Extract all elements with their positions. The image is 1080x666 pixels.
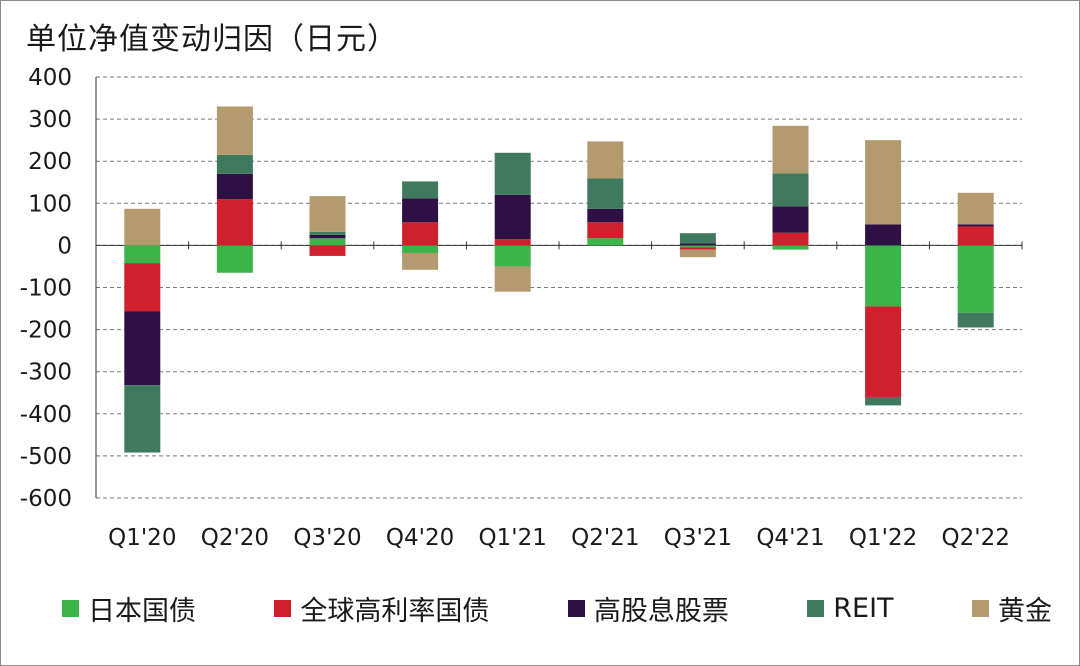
bar-segment (679, 249, 716, 258)
bar-segment (309, 234, 346, 239)
x-tick-label: Q2'21 (571, 525, 639, 551)
bar-segment (124, 245, 161, 264)
bar-segment (309, 196, 346, 232)
bar-segment (865, 140, 902, 225)
legend-item: 高股息股票 (567, 589, 729, 628)
bar-segment (679, 233, 716, 244)
bar-segment (309, 238, 346, 246)
y-tick-label: -500 (20, 444, 72, 470)
bar-segment (494, 266, 531, 292)
bar-segment (587, 238, 624, 246)
legend-label: 高股息股票 (593, 595, 729, 627)
bar-segment (772, 125, 809, 174)
x-tick-label: Q3'20 (293, 525, 361, 551)
x-tick-label: Q3'21 (664, 525, 732, 551)
legend-item: 黄金 (971, 589, 1052, 628)
bar-segment (402, 198, 439, 223)
legend-item: 全球高利率国债 (274, 589, 489, 628)
bar-segment (679, 243, 716, 246)
bar-segment (309, 245, 346, 256)
bar-segment (957, 224, 994, 227)
x-tick-label: Q2'22 (942, 525, 1010, 551)
bar-segment (772, 245, 809, 250)
bar-segment (216, 106, 253, 155)
bar-segment (402, 252, 439, 270)
bar-segment (865, 224, 902, 246)
bar-segment (402, 245, 439, 253)
x-tick-label: Q1'22 (849, 525, 917, 551)
y-tick-label: 400 (28, 65, 72, 91)
bar-segment (957, 312, 994, 328)
bar-segment (679, 247, 716, 250)
y-tick-label: 100 (28, 191, 72, 217)
bar-segment (216, 154, 253, 174)
bar-segment (216, 173, 253, 200)
y-tick-label: -100 (20, 276, 72, 302)
legend-swatch (62, 599, 79, 617)
bar-segment (679, 245, 716, 248)
y-tick-label: -600 (20, 486, 72, 512)
legend-item: REIT (807, 592, 894, 624)
y-tick-label: -200 (20, 318, 72, 344)
bar-segment (124, 208, 161, 246)
bar-segment (865, 245, 902, 307)
y-tick-label: 200 (28, 149, 72, 175)
bar-segment (216, 199, 253, 246)
legend-swatch (807, 599, 825, 617)
y-tick-label: -400 (20, 402, 72, 428)
x-tick-label: Q4'20 (386, 525, 454, 551)
legend-label: REIT (833, 592, 894, 624)
chart-title: 单位净值变动归因（日元） (26, 22, 398, 57)
y-tick-label: -300 (20, 360, 72, 386)
bar-segment (587, 178, 624, 209)
bar-segment (865, 306, 902, 397)
bar-segment (309, 231, 346, 235)
x-tick-label: Q4'21 (756, 525, 824, 551)
bar-segment (772, 206, 809, 233)
bar-segment (772, 173, 809, 207)
bar-segment (124, 311, 161, 386)
bar-segment (957, 245, 994, 313)
bar-segment (494, 239, 531, 246)
legend-item: 日本国债 (62, 589, 196, 628)
legend-label: 日本国债 (88, 595, 196, 627)
legend-swatch (567, 599, 585, 617)
bar-segment (124, 263, 161, 312)
legend-label: 黄金 (997, 595, 1052, 627)
y-tick-label: 300 (28, 107, 72, 133)
bar-segment (402, 222, 439, 246)
x-tick-label: Q1'21 (479, 525, 547, 551)
bar-segment (494, 152, 531, 195)
bar-segment (957, 226, 994, 246)
bar-segment (587, 141, 624, 179)
bar-segment (772, 232, 809, 246)
bar-segment (587, 222, 624, 239)
bar-segment (124, 385, 161, 453)
chart-legend: 日本国债 全球高利率国债 高股息股票 REIT 黄金 (62, 588, 1052, 628)
y-tick-label: 0 (57, 233, 72, 259)
bar-segment (216, 245, 253, 273)
legend-label: 全球高利率国债 (300, 595, 490, 627)
bar-segment (494, 194, 531, 240)
legend-swatch (274, 599, 292, 617)
x-tick-label: Q2'20 (201, 525, 269, 551)
bar-segment (587, 208, 624, 223)
bar-segment (957, 192, 994, 225)
legend-swatch (971, 599, 989, 617)
bar-segment (494, 245, 531, 267)
bar-segment (402, 181, 439, 199)
bar-segment (865, 396, 902, 406)
x-tick-label: Q1'20 (108, 525, 176, 551)
